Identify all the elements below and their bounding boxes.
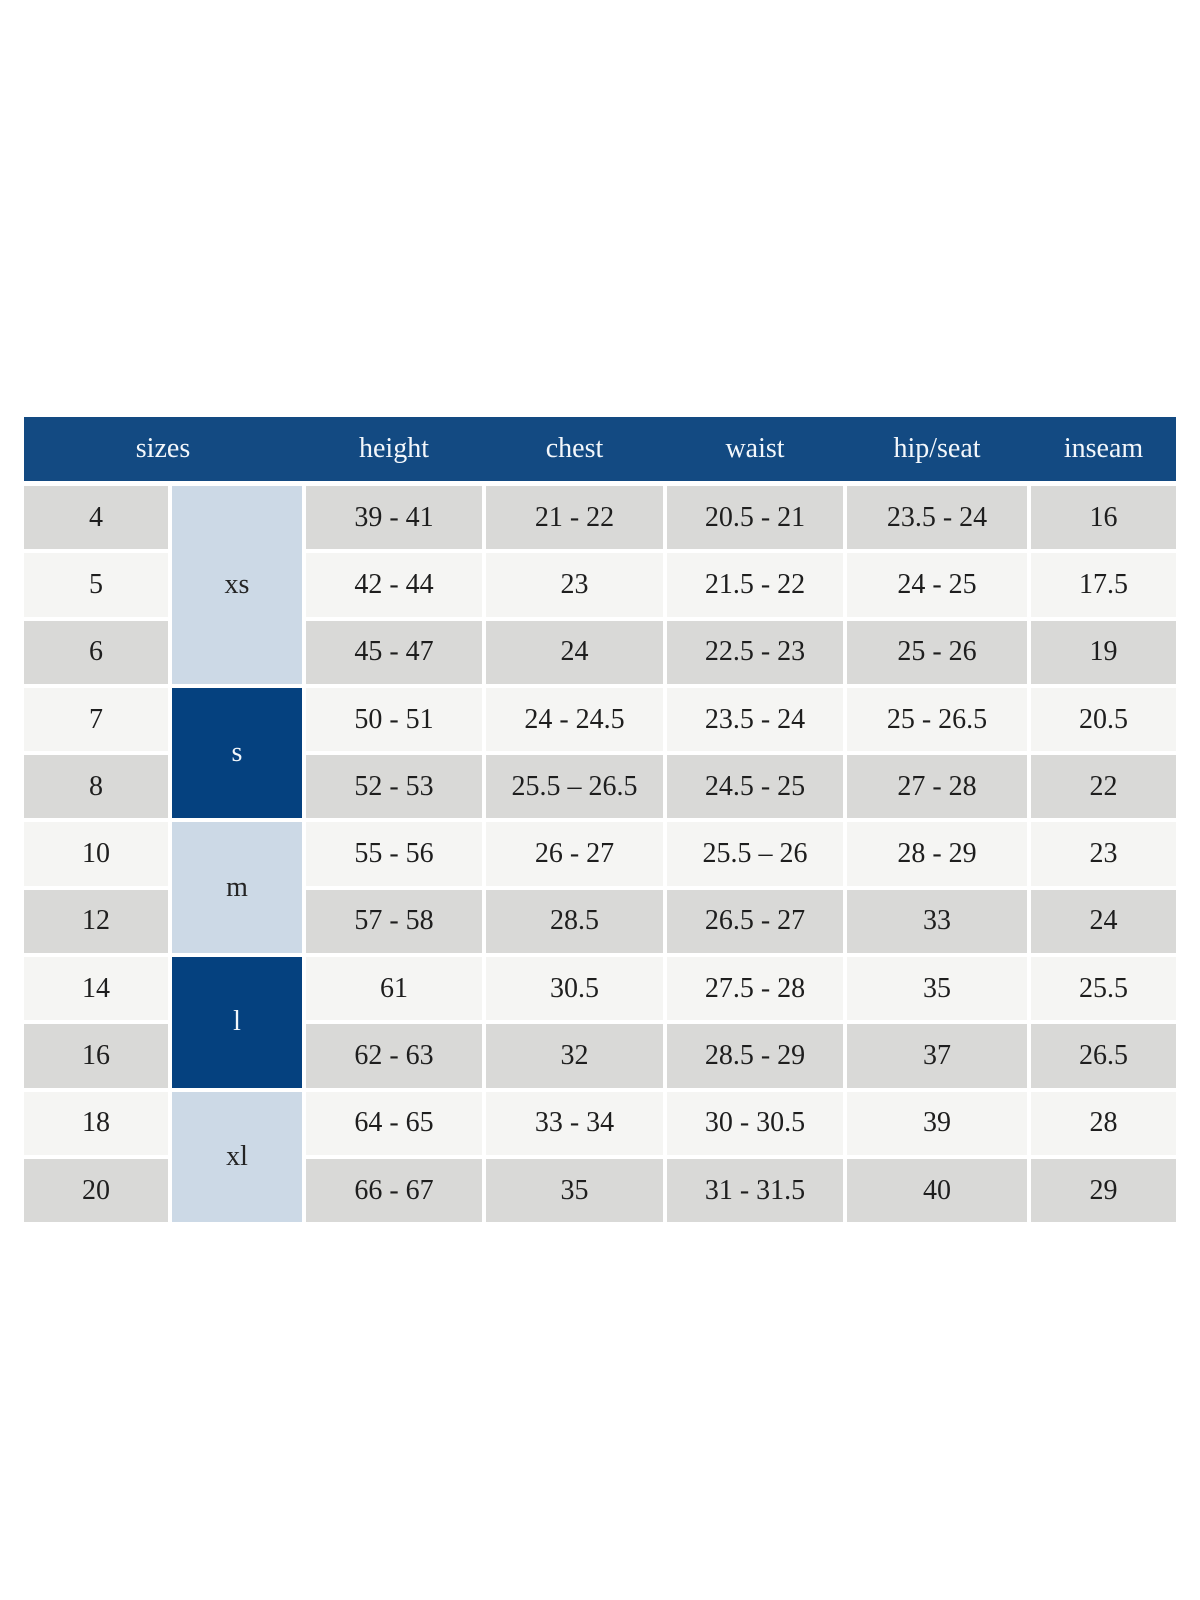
waist-cell: 22.5 - 23 [667, 620, 843, 684]
chest-cell: 33 - 34 [486, 1091, 663, 1155]
inseam-cell: 17.5 [1031, 553, 1176, 617]
inseam-cell: 22 [1031, 755, 1176, 819]
chest-cell: 24 - 24.5 [486, 687, 663, 752]
chest-cell: 35 [486, 1158, 663, 1223]
hip-seat-cell: 33 [847, 889, 1027, 954]
hip-seat-cell: 25 - 26 [847, 620, 1027, 684]
size-cell: 18 [24, 1091, 168, 1155]
header-hip-seat: hip/seat [893, 433, 981, 464]
chest-cell: 30.5 [486, 957, 663, 1021]
height-cell: 39 - 41 [306, 486, 482, 550]
hip-seat-cell: 27 - 28 [847, 755, 1027, 819]
waist-cell: 23.5 - 24 [667, 687, 843, 752]
hip-seat-cell: 35 [847, 957, 1027, 1021]
size-cell: 20 [24, 1158, 168, 1223]
inseam-cell: 25.5 [1031, 957, 1176, 1021]
waist-cell: 25.5 – 26 [667, 822, 843, 886]
hip-seat-cell: 23.5 - 24 [847, 486, 1027, 550]
size-group-l: l [172, 957, 302, 1088]
size-group-s: s [172, 687, 302, 819]
size-cell: 6 [24, 620, 168, 684]
table-body: 4 xs 39 - 41 21 - 22 20.5 - 21 23.5 - 24… [24, 486, 1176, 1223]
waist-cell: 31 - 31.5 [667, 1158, 843, 1223]
header-chest: chest [545, 433, 604, 464]
height-cell: 52 - 53 [306, 755, 482, 819]
size-group-m: m [172, 822, 302, 954]
chest-cell: 32 [486, 1024, 663, 1088]
height-cell: 42 - 44 [306, 553, 482, 617]
height-cell: 64 - 65 [306, 1091, 482, 1155]
hip-seat-cell: 24 - 25 [847, 553, 1027, 617]
header-waist: waist [725, 433, 785, 464]
height-cell: 62 - 63 [306, 1024, 482, 1088]
header-inseam: inseam [1063, 433, 1144, 464]
hip-seat-cell: 39 [847, 1091, 1027, 1155]
waist-cell: 28.5 - 29 [667, 1024, 843, 1088]
size-cell: 8 [24, 755, 168, 819]
inseam-cell: 24 [1031, 889, 1176, 954]
hip-seat-cell: 40 [847, 1158, 1027, 1223]
size-chart-table: sizes height chest waist hip/seat inseam… [24, 417, 1176, 1223]
waist-cell: 20.5 - 21 [667, 486, 843, 550]
waist-cell: 27.5 - 28 [667, 957, 843, 1021]
size-cell: 7 [24, 687, 168, 752]
height-cell: 61 [306, 957, 482, 1021]
inseam-cell: 20.5 [1031, 687, 1176, 752]
size-cell: 16 [24, 1024, 168, 1088]
chest-cell: 28.5 [486, 889, 663, 954]
waist-cell: 30 - 30.5 [667, 1091, 843, 1155]
chest-cell: 21 - 22 [486, 486, 663, 550]
waist-cell: 26.5 - 27 [667, 889, 843, 954]
chest-cell: 26 - 27 [486, 822, 663, 886]
header-height: height [359, 433, 429, 464]
inseam-cell: 29 [1031, 1158, 1176, 1223]
hip-seat-cell: 28 - 29 [847, 822, 1027, 886]
chest-cell: 25.5 – 26.5 [486, 755, 663, 819]
waist-cell: 21.5 - 22 [667, 553, 843, 617]
height-cell: 66 - 67 [306, 1158, 482, 1223]
hip-seat-cell: 25 - 26.5 [847, 687, 1027, 752]
height-cell: 45 - 47 [306, 620, 482, 684]
size-cell: 10 [24, 822, 168, 886]
size-group-xl: xl [172, 1091, 302, 1223]
table-header-row: sizes height chest waist hip/seat inseam [24, 417, 1176, 481]
size-cell: 5 [24, 553, 168, 617]
height-cell: 57 - 58 [306, 889, 482, 954]
size-cell: 14 [24, 957, 168, 1021]
size-group-xs: xs [172, 486, 302, 684]
inseam-cell: 19 [1031, 620, 1176, 684]
height-cell: 55 - 56 [306, 822, 482, 886]
hip-seat-cell: 37 [847, 1024, 1027, 1088]
inseam-cell: 23 [1031, 822, 1176, 886]
height-cell: 50 - 51 [306, 687, 482, 752]
inseam-cell: 26.5 [1031, 1024, 1176, 1088]
size-cell: 4 [24, 486, 168, 550]
inseam-cell: 28 [1031, 1091, 1176, 1155]
chest-cell: 23 [486, 553, 663, 617]
inseam-cell: 16 [1031, 486, 1176, 550]
size-cell: 12 [24, 889, 168, 954]
chest-cell: 24 [486, 620, 663, 684]
waist-cell: 24.5 - 25 [667, 755, 843, 819]
header-sizes: sizes [135, 433, 191, 464]
